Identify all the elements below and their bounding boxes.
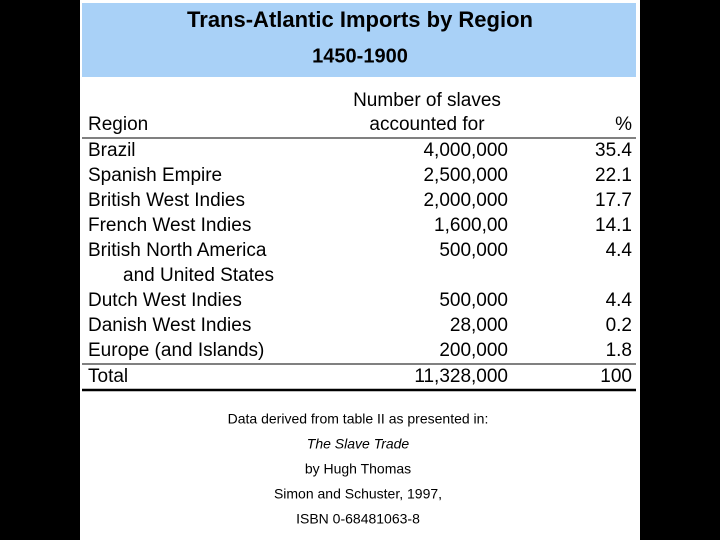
table-cell: Europe (and Islands) <box>88 340 264 361</box>
table-cell: 4.4 <box>606 290 633 311</box>
table-cell: 14.1 <box>595 215 632 236</box>
table-cell: 0.2 <box>606 315 632 336</box>
table-cell: Danish West Indies <box>88 315 251 336</box>
subtitle: 1450-1900 <box>312 45 408 67</box>
source-line: The Slave Trade <box>307 436 410 452</box>
column-header: Region <box>88 114 148 135</box>
column-header: % <box>615 114 632 135</box>
total-cell: 100 <box>600 366 632 387</box>
table-cell: 4,000,000 <box>423 140 508 161</box>
column-header: accounted for <box>369 114 485 135</box>
table-cell: 4.4 <box>606 240 633 261</box>
source-line: by Hugh Thomas <box>305 461 411 477</box>
table-cell: Spanish Empire <box>88 165 222 186</box>
table-cell: 2,000,000 <box>423 190 508 211</box>
table-cell: French West Indies <box>88 215 251 236</box>
table-cell: 500,000 <box>439 290 508 311</box>
table-cell: British West Indies <box>88 190 245 211</box>
table-cell: 200,000 <box>439 340 508 361</box>
table-cell: 1,600,00 <box>434 215 508 236</box>
panel <box>80 0 640 540</box>
header-band <box>82 3 636 77</box>
table-cell: 17.7 <box>595 190 632 211</box>
total-cell: Total <box>88 366 128 387</box>
total-cell: 11,328,000 <box>414 366 508 387</box>
column-header: Number of slaves <box>353 90 501 111</box>
source-line: ISBN 0-68481063-8 <box>296 511 420 527</box>
table-cell: 22.1 <box>595 165 632 186</box>
source-line: Data derived from table II as presented … <box>228 411 489 427</box>
table-cell: British North America <box>88 240 267 261</box>
table-cell: and United States <box>123 265 274 286</box>
table-cell: Dutch West Indies <box>88 290 242 311</box>
table-cell: 28,000 <box>450 315 508 336</box>
source-line: Simon and Schuster, 1997, <box>274 486 442 502</box>
title: Trans-Atlantic Imports by Region <box>187 7 533 32</box>
table-cell: 500,000 <box>439 240 508 261</box>
table-cell: 35.4 <box>595 140 632 161</box>
table-cell: 1.8 <box>606 340 632 361</box>
table-cell: 2,500,000 <box>423 165 508 186</box>
table-cell: Brazil <box>88 140 136 161</box>
